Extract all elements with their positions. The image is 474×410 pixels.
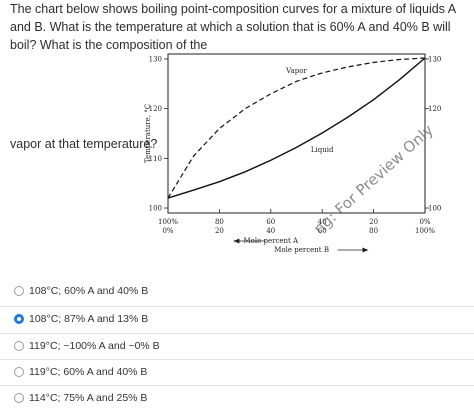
option-label: 119°C; ~100% A and ~0% B <box>29 340 160 352</box>
option-5[interactable]: 114°C; 75% A and 25% B <box>0 386 474 410</box>
radio-button[interactable] <box>14 367 24 377</box>
arrow-a-head <box>233 238 240 244</box>
option-label: 108°C; 60% A and 40% B <box>29 285 149 297</box>
radio-button[interactable] <box>14 341 24 351</box>
option-label: 119°C; 60% A and 40% B <box>29 366 148 378</box>
divider <box>0 333 474 334</box>
x-tick-label-top: 80 <box>215 218 224 226</box>
x-tick-label-top: 60 <box>266 218 275 226</box>
x-tick-label-top: 40 <box>318 218 327 226</box>
series-vapor-curve <box>167 57 426 199</box>
radio-button[interactable] <box>14 286 24 296</box>
option-1[interactable]: 108°C; 60% A and 40% B <box>0 279 474 303</box>
radio-button[interactable] <box>14 393 24 403</box>
divider <box>0 306 474 307</box>
right-tick-label: 130 <box>428 55 441 63</box>
arrow-b-head <box>362 247 369 253</box>
x-axis-label-b: Mole percent B <box>274 246 329 254</box>
question-text-continuation: vapor at that temperature? <box>10 137 158 151</box>
x-tick-label-top: 20 <box>369 218 378 226</box>
right-tick-label: 120 <box>428 105 441 113</box>
y-tick-label: 100 <box>149 205 162 213</box>
series-label-liquid: Liquid <box>311 146 334 154</box>
option-label: 114°C; 75% A and 25% B <box>29 392 148 404</box>
x-axis-label-a: Mole percent A <box>243 237 299 245</box>
right-tick-label: 100 <box>428 205 441 213</box>
x-tick-label-bottom: 0% <box>162 227 173 235</box>
boiling-point-chart: 130 120 110 100 130 120 100 Temperature, °C 100%… <box>140 40 460 280</box>
divider <box>0 359 474 360</box>
series-liquid-curve <box>167 57 426 199</box>
y-tick-label: 120 <box>149 105 162 113</box>
option-label: 108°C; 87% A and 13% B <box>29 313 149 325</box>
divider <box>0 385 474 386</box>
question-text: The chart below shows boiling point-comp… <box>10 2 456 52</box>
y-tick-label: 130 <box>149 55 162 63</box>
x-tick-label-bottom: 40 <box>266 227 275 235</box>
y-axis-label: Temperature, °C <box>144 104 152 163</box>
series-label-vapor: Vapor <box>285 67 307 75</box>
x-tick-label-top: 0% <box>419 218 430 226</box>
x-tick-label-top: 100% <box>158 218 178 226</box>
chart-svg: 130 120 110 100 130 120 100 Temperature, °C 100%… <box>144 53 441 254</box>
option-2[interactable]: 108°C; 87% A and 13% B <box>0 307 474 331</box>
radio-button-selected[interactable] <box>14 314 24 324</box>
y-tick-label: 110 <box>149 155 162 163</box>
option-3[interactable]: 119°C; ~100% A and ~0% B <box>0 334 474 358</box>
x-tick-label-bottom: 80 <box>369 227 378 235</box>
x-tick-label-bottom: 20 <box>215 227 224 235</box>
x-tick-label-bottom: 100% <box>415 227 435 235</box>
option-4[interactable]: 119°C; 60% A and 40% B <box>0 360 474 384</box>
x-tick-label-bottom: 60 <box>318 227 327 235</box>
plot-frame <box>167 53 426 214</box>
